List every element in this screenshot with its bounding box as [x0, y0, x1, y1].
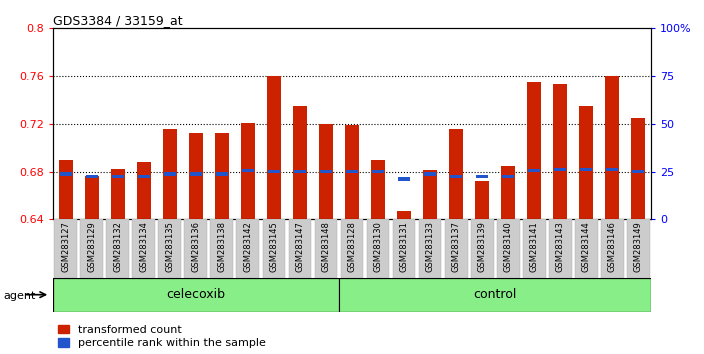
Bar: [263, 219, 285, 278]
Bar: [502, 175, 514, 178]
Bar: [632, 170, 644, 173]
Text: GSM283129: GSM283129: [87, 221, 96, 272]
Bar: [371, 160, 385, 219]
Bar: [80, 219, 103, 278]
Bar: [241, 123, 255, 219]
Text: GSM283132: GSM283132: [113, 221, 122, 272]
Bar: [606, 167, 618, 171]
Bar: [471, 219, 494, 278]
Text: GSM283144: GSM283144: [582, 221, 591, 272]
Text: control: control: [473, 288, 517, 301]
Bar: [138, 175, 150, 178]
Bar: [627, 219, 650, 278]
Bar: [84, 176, 99, 219]
Bar: [106, 219, 130, 278]
Text: GSM283128: GSM283128: [348, 221, 356, 272]
Bar: [554, 167, 566, 171]
Bar: [137, 162, 151, 219]
Text: GSM283133: GSM283133: [425, 221, 434, 272]
Bar: [449, 129, 463, 219]
Bar: [112, 175, 124, 178]
Bar: [216, 172, 228, 176]
Text: GSM283142: GSM283142: [244, 221, 253, 272]
Bar: [242, 169, 253, 172]
Bar: [601, 219, 624, 278]
Bar: [53, 278, 339, 312]
Text: GSM283140: GSM283140: [503, 221, 513, 272]
Bar: [60, 172, 72, 176]
Bar: [320, 170, 332, 173]
Bar: [164, 172, 176, 176]
Bar: [501, 166, 515, 219]
Text: GSM283145: GSM283145: [270, 221, 279, 272]
Bar: [423, 171, 437, 219]
Bar: [267, 76, 281, 219]
Bar: [425, 172, 436, 176]
Text: GSM283135: GSM283135: [165, 221, 175, 272]
Text: GSM283137: GSM283137: [451, 221, 460, 272]
Text: GSM283143: GSM283143: [555, 221, 565, 272]
Bar: [345, 125, 359, 219]
Bar: [54, 219, 77, 278]
Text: celecoxib: celecoxib: [166, 288, 225, 301]
Bar: [58, 160, 73, 219]
Bar: [475, 181, 489, 219]
Bar: [476, 175, 488, 178]
Bar: [496, 219, 520, 278]
Bar: [268, 170, 279, 173]
Bar: [445, 219, 467, 278]
Text: GSM283131: GSM283131: [400, 221, 408, 272]
Text: GSM283147: GSM283147: [296, 221, 304, 272]
Bar: [237, 219, 259, 278]
Text: GSM283138: GSM283138: [218, 221, 227, 272]
Bar: [319, 124, 333, 219]
Text: GSM283127: GSM283127: [61, 221, 70, 272]
Bar: [339, 278, 651, 312]
Legend: transformed count, percentile rank within the sample: transformed count, percentile rank withi…: [58, 325, 266, 348]
Bar: [527, 82, 541, 219]
Bar: [451, 175, 462, 178]
Bar: [341, 219, 363, 278]
Bar: [158, 219, 182, 278]
Bar: [579, 106, 593, 219]
Bar: [111, 169, 125, 219]
Bar: [190, 172, 202, 176]
Bar: [580, 167, 592, 171]
Bar: [289, 219, 311, 278]
Bar: [367, 219, 389, 278]
Bar: [548, 219, 572, 278]
Bar: [210, 219, 233, 278]
Bar: [215, 133, 229, 219]
Bar: [346, 170, 358, 173]
Bar: [393, 219, 415, 278]
Bar: [184, 219, 208, 278]
Bar: [398, 177, 410, 181]
Text: GSM283146: GSM283146: [608, 221, 617, 272]
Text: GSM283130: GSM283130: [374, 221, 382, 272]
Bar: [553, 85, 567, 219]
Bar: [315, 219, 337, 278]
Bar: [574, 219, 598, 278]
Bar: [86, 175, 98, 178]
Bar: [631, 118, 646, 219]
Text: agent: agent: [4, 291, 36, 301]
Bar: [522, 219, 546, 278]
Text: GSM283139: GSM283139: [477, 221, 486, 272]
Text: GSM283134: GSM283134: [139, 221, 149, 272]
Text: GSM283136: GSM283136: [191, 221, 201, 272]
Bar: [605, 76, 620, 219]
Bar: [189, 133, 203, 219]
Bar: [163, 129, 177, 219]
Bar: [419, 219, 441, 278]
Bar: [397, 211, 411, 219]
Bar: [372, 170, 384, 173]
Bar: [528, 169, 540, 172]
Bar: [293, 106, 307, 219]
Text: GSM283148: GSM283148: [322, 221, 330, 272]
Bar: [294, 170, 306, 173]
Bar: [132, 219, 156, 278]
Text: GDS3384 / 33159_at: GDS3384 / 33159_at: [53, 14, 182, 27]
Text: GSM283141: GSM283141: [529, 221, 539, 272]
Text: GSM283149: GSM283149: [634, 221, 643, 272]
